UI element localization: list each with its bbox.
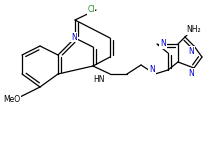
- Text: Cl: Cl: [87, 5, 95, 15]
- Text: N: N: [160, 40, 166, 49]
- Text: HN: HN: [93, 75, 105, 85]
- Text: MeO: MeO: [3, 95, 21, 104]
- Text: N: N: [188, 69, 194, 78]
- Text: N: N: [71, 33, 77, 41]
- Text: NH₂: NH₂: [187, 25, 201, 34]
- Text: N: N: [149, 66, 155, 74]
- Text: N: N: [188, 46, 194, 56]
